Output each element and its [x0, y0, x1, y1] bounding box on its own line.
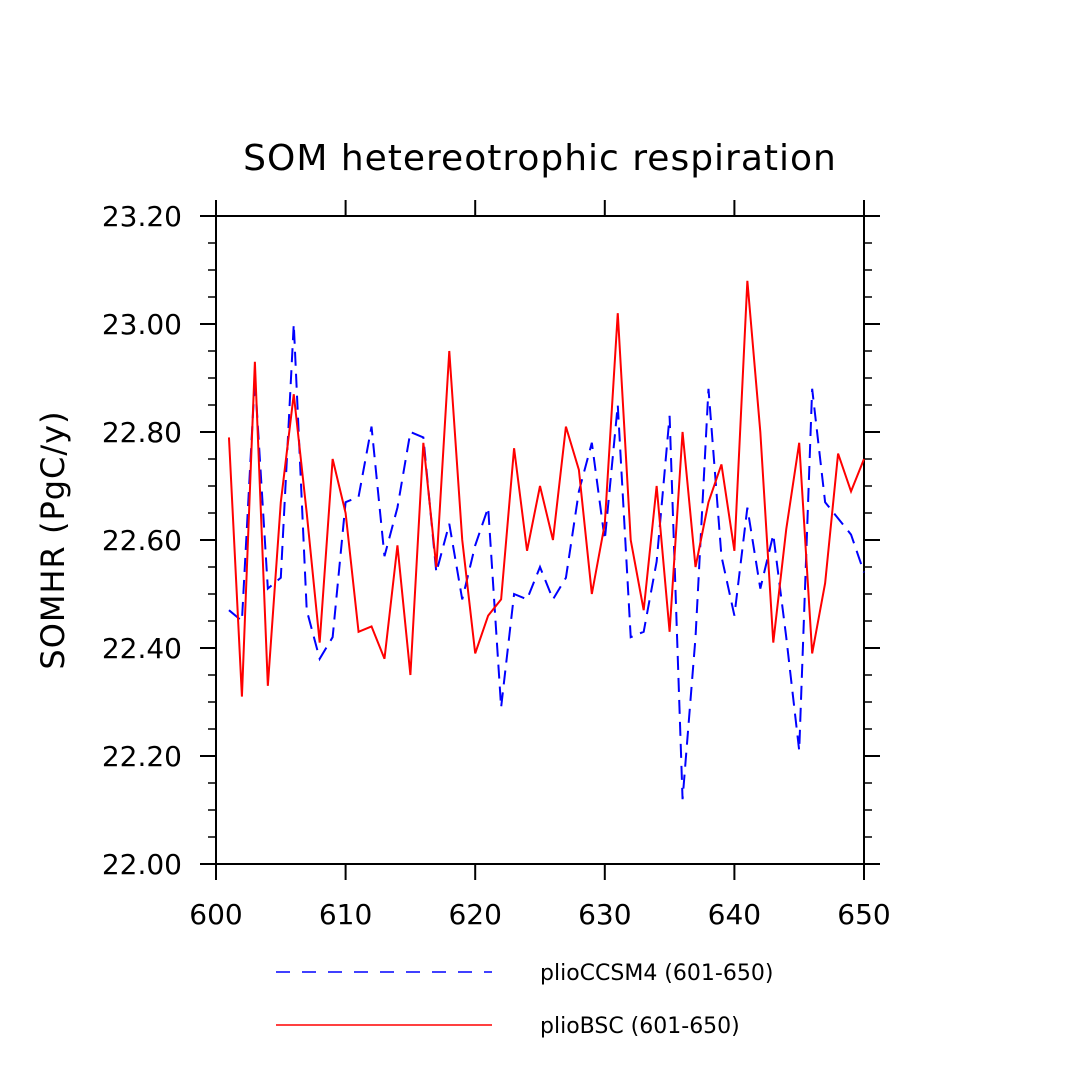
y-axis-label: SOMHR (PgC/y)	[34, 410, 72, 669]
x-tick-label: 650	[837, 898, 890, 931]
x-tick-label: 640	[708, 898, 761, 931]
legend: plioCCSM4 (601-650) plioBSC (601-650)	[276, 961, 773, 1039]
series-line-plioccsm4	[228, 323, 865, 800]
y-tick-label: 22.60	[102, 524, 182, 557]
x-tick-label: 600	[189, 898, 242, 931]
legend-label: plioBSC (601-650)	[540, 1014, 740, 1039]
y-tick-label: 22.00	[102, 848, 182, 881]
y-axis-ticks: 22.00 22.20 22.40 22.60 22.80 23.00 23.20	[102, 200, 880, 881]
x-axis-ticks: 600 610 620 630 640 650	[189, 200, 891, 931]
y-tick-label: 23.20	[102, 200, 182, 233]
series-line-pliobsc	[227, 280, 865, 697]
plot-area	[227, 280, 865, 800]
x-tick-label: 630	[578, 898, 631, 931]
y-tick-label: 22.80	[102, 416, 182, 449]
chart-title: SOM hetereotrophic respiration	[243, 138, 837, 179]
x-tick-label: 610	[319, 898, 372, 931]
legend-label: plioCCSM4 (601-650)	[540, 961, 773, 986]
x-tick-label: 620	[448, 898, 501, 931]
y-tick-label: 23.00	[102, 308, 182, 341]
y-tick-label: 22.40	[102, 632, 182, 665]
y-tick-label: 22.20	[102, 740, 182, 773]
